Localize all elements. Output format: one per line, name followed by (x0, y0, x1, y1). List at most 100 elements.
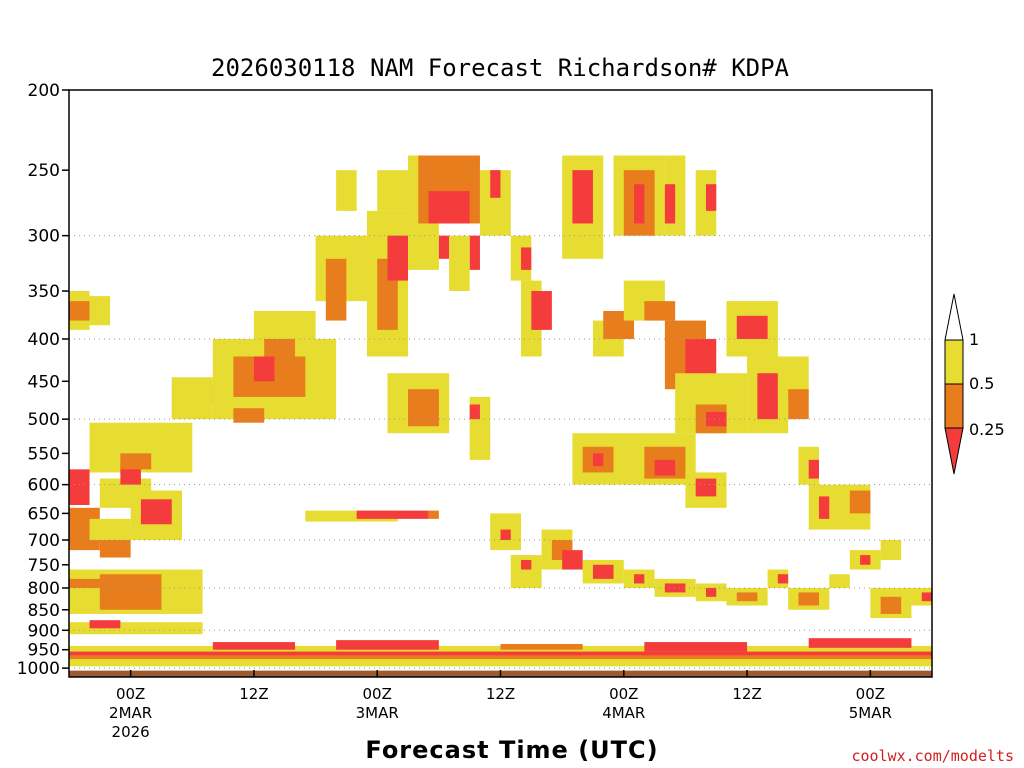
x-tick-label: 00Z (609, 685, 638, 703)
heatmap-cell (305, 510, 398, 522)
credit-text: coolwx.com/modelts (851, 747, 1014, 765)
heatmap-cell (705, 411, 727, 427)
legend-box-orange (944, 383, 964, 429)
x-tick-label: 00Z (116, 685, 145, 703)
heatmap-cell (438, 235, 450, 259)
x-tick-label: 5MAR (849, 704, 892, 722)
legend-bottom-triangle (944, 427, 964, 475)
heatmap-cell (69, 659, 932, 667)
heatmap-cell (233, 408, 265, 423)
y-tick-label: 950 (28, 641, 60, 661)
legend-top-triangle (944, 293, 964, 341)
chart-title: 2026030118 NAM Forecast Richardson# KDPA (211, 54, 790, 82)
x-tick-label: 2MAR (109, 704, 152, 722)
heatmap-cell (212, 642, 296, 650)
heatmap-cell (500, 643, 583, 650)
heatmap-cell (798, 592, 819, 606)
heatmap-cell (664, 583, 686, 593)
heatmap-cell (151, 507, 162, 514)
heatmap-cell (325, 258, 347, 321)
colorbar-legend: 1 0.5 0.25 (944, 293, 1005, 475)
y-tick-label: 350 (28, 282, 60, 302)
heatmap-cell (253, 356, 275, 382)
heatmap-cell (921, 592, 932, 602)
heatmap-cell (880, 540, 902, 560)
x-tick-label: 12Z (239, 685, 268, 703)
heatmap-cell (356, 510, 429, 519)
heatmap-cell (736, 315, 768, 339)
x-tick-label: 12Z (732, 685, 761, 703)
y-tick-label: 650 (28, 504, 60, 524)
heatmap-cell (89, 620, 121, 629)
legend-label: 1 (969, 330, 979, 349)
y-tick-label: 400 (28, 330, 60, 350)
y-tick-label: 200 (28, 81, 60, 101)
heatmap-cell (469, 404, 480, 420)
heatmap-cell (69, 578, 111, 588)
heatmap-cell (408, 389, 439, 427)
y-tick-label: 700 (28, 531, 60, 551)
heatmap-cell (849, 490, 871, 514)
heatmap-cell (664, 184, 676, 224)
y-tick-label: 1000 (17, 659, 60, 679)
heatmap-cell (171, 377, 213, 420)
heatmap-cell (860, 555, 871, 565)
heatmap-cell (705, 184, 717, 211)
heatmap-cell (69, 469, 90, 506)
heatmap-cell (592, 564, 614, 579)
y-tick-label: 900 (28, 621, 60, 641)
heatmap-cell (788, 389, 809, 420)
y-tick-label: 450 (28, 372, 60, 392)
x-tick-label: 00Z (363, 685, 392, 703)
heatmap-cell (808, 638, 912, 648)
heatmap-cell (644, 301, 676, 321)
heatmap-cell (736, 592, 758, 602)
heatmap-cell (253, 310, 316, 339)
x-tick-label: 4MAR (602, 704, 645, 722)
heatmap-cell (120, 453, 152, 470)
heatmap-cell (818, 496, 830, 519)
heatmap-cell (69, 301, 90, 321)
heatmap-cell (777, 574, 789, 584)
y-tick-label: 300 (28, 227, 60, 247)
heatmap-cell (634, 184, 645, 224)
heatmap-cell (808, 459, 819, 479)
heatmap-cell (500, 529, 511, 541)
x-tick-label: 3MAR (356, 704, 399, 722)
legend-label: 0.5 (969, 374, 994, 393)
heatmap-cell (469, 235, 480, 270)
y-tick-label: 850 (28, 601, 60, 621)
heatmap-cell (377, 170, 409, 211)
heatmap-cell (880, 596, 902, 614)
heatmap-cell (89, 296, 111, 326)
x-tick-label: 00Z (856, 685, 885, 703)
y-tick-label: 500 (28, 410, 60, 430)
heatmap-cell (428, 191, 470, 224)
heatmap-cell (69, 622, 203, 635)
heatmap-cell (654, 459, 676, 476)
heatmap-cell (531, 291, 552, 330)
heatmap-cell (572, 170, 593, 224)
x-tick-label: 12Z (486, 685, 515, 703)
heatmap-cell (387, 235, 409, 281)
heatmap-cell (428, 510, 439, 519)
y-tick-label: 800 (28, 579, 60, 599)
heatmap-cell (521, 559, 532, 570)
heatmap-cell (521, 247, 532, 270)
heatmap-cell (695, 478, 717, 497)
heatmap-cell (757, 373, 778, 420)
y-tick-label: 750 (28, 556, 60, 576)
heatmap-cell (634, 574, 645, 584)
heatmap-cell (449, 235, 470, 292)
x-tick-label: 2026 (112, 723, 150, 741)
heatmap-cell (490, 170, 501, 198)
heatmap-cell (336, 170, 357, 211)
heatmap-cells (69, 155, 932, 667)
heatmap-cell (705, 587, 717, 597)
heatmap-cell (336, 640, 439, 650)
heatmap-cell (644, 642, 748, 652)
y-tick-label: 250 (28, 161, 60, 181)
x-axis-label: Forecast Time (UTC) (365, 736, 658, 764)
heatmap-cell (829, 574, 850, 588)
